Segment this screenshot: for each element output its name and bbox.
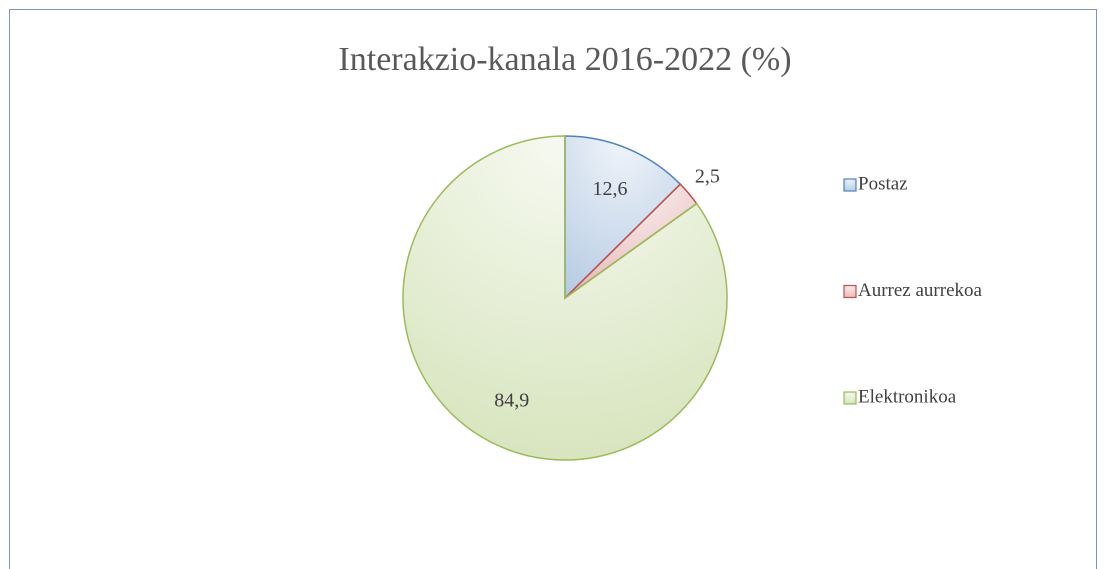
legend-label: Elektronikoa [858,386,957,407]
pie-slice [402,135,728,461]
data-label: 2,5 [695,165,720,187]
legend-swatch [843,391,857,405]
data-label: 84,9 [494,389,529,411]
legend-label: Postaz [858,173,908,194]
data-label: 12,6 [592,178,627,200]
chart-title: Interakzio-kanala 2016-2022 (%) [338,41,791,78]
legend-swatch [843,178,857,192]
pie-slice [564,135,682,300]
legend-label: Aurrez aurrekoa [858,280,983,301]
legend-swatch [843,284,857,299]
